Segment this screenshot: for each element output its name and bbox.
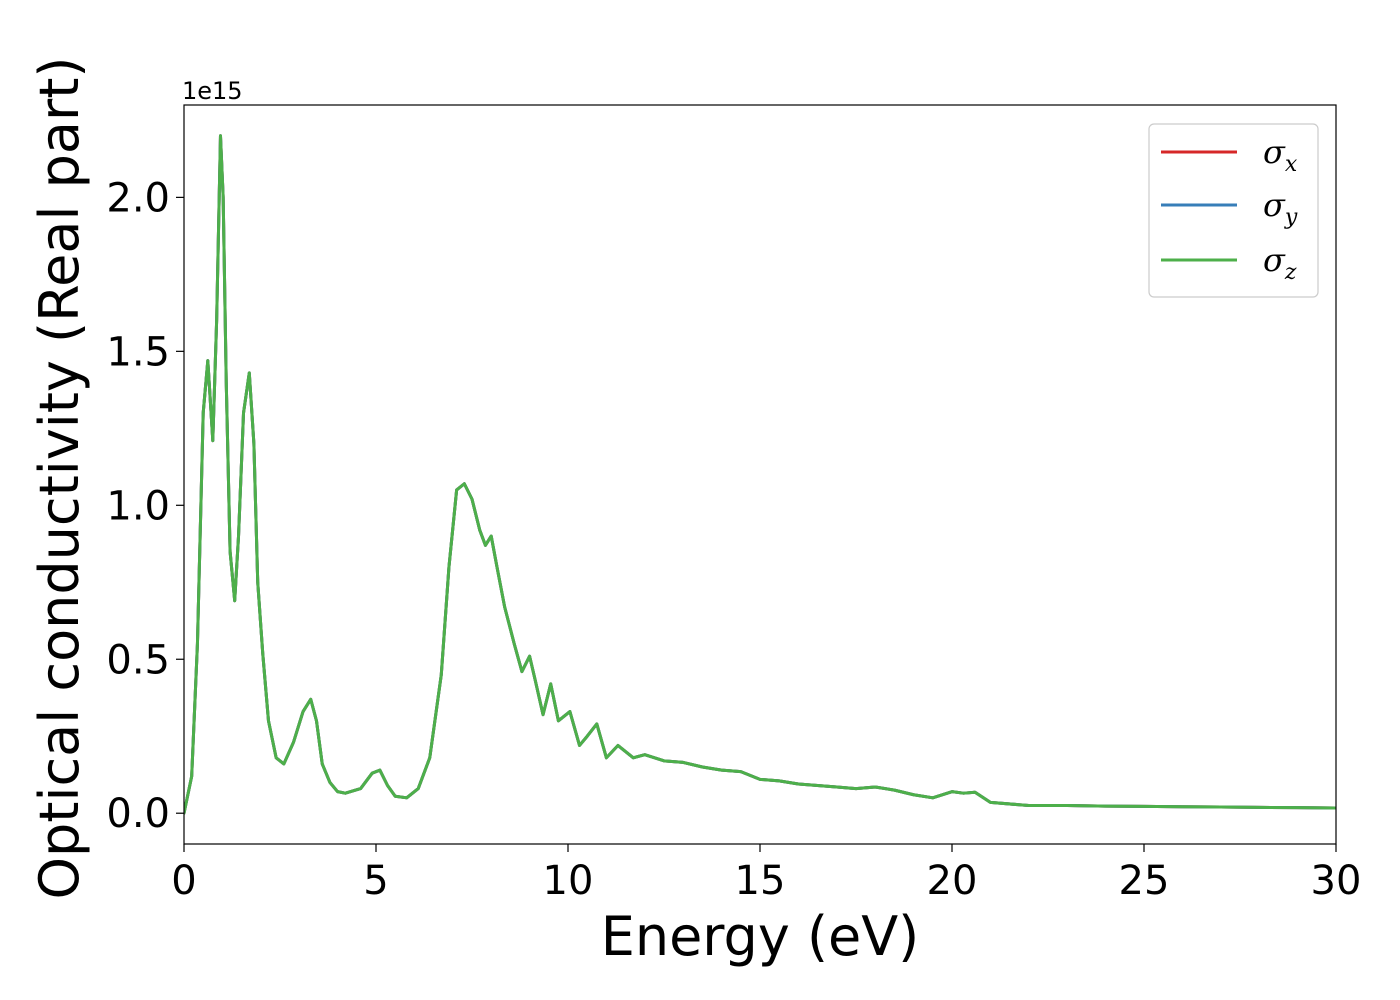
y-axis-label: Optical conductivity (Real part) [28, 57, 91, 900]
legend-label-z: σz [1263, 241, 1297, 285]
x-tick-label: 30 [1311, 858, 1362, 904]
y-tick-label: 2.0 [106, 175, 170, 221]
y-tick-label: 0.0 [106, 791, 170, 837]
x-axis-label: Energy (eV) [601, 905, 920, 968]
legend-label-subscript: y [1284, 205, 1298, 230]
x-tick-label: 25 [1119, 858, 1170, 904]
legend-label-symbol: σ [1263, 241, 1286, 279]
legend-box [1148, 123, 1319, 298]
series-line-z [184, 134, 1336, 815]
legend-label-symbol: σ [1263, 186, 1286, 224]
series-layer [184, 134, 1336, 815]
legend-label-y: σy [1263, 186, 1298, 230]
x-tick-label: 5 [363, 858, 388, 904]
legend-label-subscript: x [1285, 152, 1298, 177]
x-axis-ticks: 0 5 10 15 20 25 30 [171, 844, 1361, 904]
y-tick-label: 1.5 [106, 329, 170, 375]
legend-label-subscript: z [1284, 260, 1297, 285]
y-tick-label: 0.5 [106, 637, 170, 683]
legend-label-symbol: σ [1263, 133, 1286, 171]
x-tick-label: 20 [927, 858, 978, 904]
y-tick-label: 1.0 [106, 483, 170, 529]
x-tick-label: 0 [171, 858, 196, 904]
y-axis-offset-label: 1e15 [182, 77, 243, 105]
x-tick-label: 10 [543, 858, 594, 904]
x-tick-label: 15 [735, 858, 786, 904]
y-axis-ticks: 0.0 0.5 1.0 1.5 2.0 [106, 175, 184, 837]
legend-label-x: σx [1263, 133, 1298, 177]
